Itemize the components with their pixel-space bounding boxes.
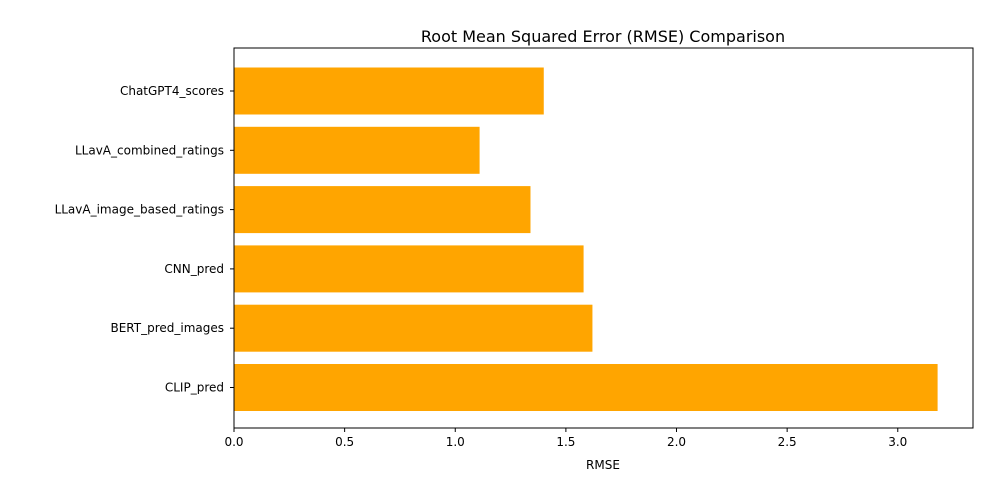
- bar-CNN_pred: [234, 245, 584, 293]
- y-tick-label: CLIP_pred: [165, 381, 224, 395]
- chart-title: Root Mean Squared Error (RMSE) Compariso…: [421, 27, 785, 46]
- x-tick-label: 1.0: [446, 435, 465, 449]
- x-tick-label: 1.5: [556, 435, 575, 449]
- y-axis-ticks: ChatGPT4_scores LLavA_combined_ratings LLa…: [55, 84, 234, 395]
- bars-group: [234, 67, 938, 411]
- x-tick-label: 2.5: [778, 435, 797, 449]
- bar-ChatGPT4_scores: [234, 67, 544, 115]
- plot-frame: [233, 47, 974, 429]
- bar-LLavA_image_based_ratings: [234, 186, 531, 234]
- x-tick-label: 2.0: [667, 435, 686, 449]
- y-tick-label: ChatGPT4_scores: [120, 84, 224, 98]
- y-tick-label: LLavA_combined_ratings: [75, 143, 224, 157]
- y-tick-label: LLavA_image_based_ratings: [55, 203, 224, 217]
- x-tick-label: 3.0: [888, 435, 907, 449]
- y-tick-label: BERT_pred_images: [110, 321, 224, 335]
- y-tick-label: CNN_pred: [164, 262, 224, 276]
- x-axis-ticks: 0.0 0.5 1.0 1.5 2.0 2.5 3.0: [224, 428, 907, 449]
- x-tick-label: 0.5: [335, 435, 354, 449]
- x-axis-label: RMSE: [586, 458, 620, 472]
- bar-LLavA_combined_ratings: [234, 126, 480, 174]
- x-tick-label: 0.0: [224, 435, 243, 449]
- bar-BERT_pred_images: [234, 304, 593, 352]
- bar-CLIP_pred: [234, 364, 938, 411]
